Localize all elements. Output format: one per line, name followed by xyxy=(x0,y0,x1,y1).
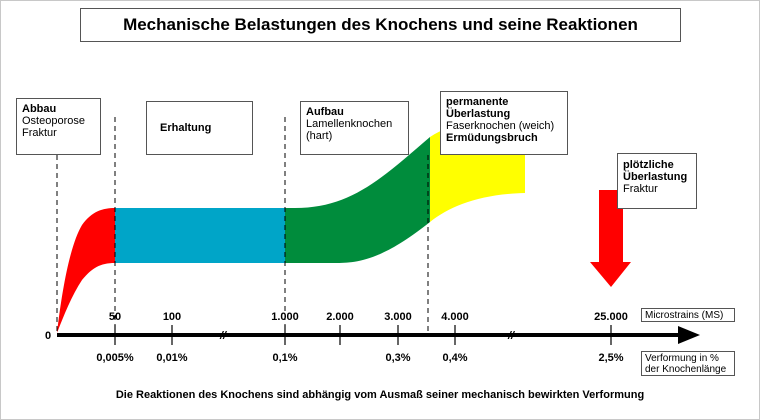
ploetzliche-ueberlastung-heading: plötzliche Überlastung xyxy=(623,159,688,183)
abbau-heading: Abbau xyxy=(22,103,57,115)
aufbau-band xyxy=(285,137,430,263)
diagram-title: Mechanische Belastungen des Knochens und… xyxy=(80,8,681,42)
axis-ticks xyxy=(114,325,612,345)
bottom-tick-03: 0,3% xyxy=(385,352,410,364)
top-tick-50: 50 xyxy=(109,311,121,323)
aufbau-heading: Aufbau xyxy=(306,106,344,118)
top-tick-1000: 1.000 xyxy=(271,311,299,323)
erhaltung-heading: Erhaltung xyxy=(160,122,212,134)
top-tick-25000: 25.000 xyxy=(594,311,628,323)
abbau-label-box: Abbau Osteoporose Fraktur xyxy=(16,98,101,155)
top-tick-2000: 2.000 xyxy=(326,311,354,323)
bottom-tick-25: 2,5% xyxy=(598,352,623,364)
bottom-unit-label: Verformung in % der Knochenlänge xyxy=(641,351,735,376)
aufbau-line-1: Lamellenknochen xyxy=(306,118,393,130)
abbau-line-1: Osteoporose xyxy=(22,115,85,127)
axis-break-left: // xyxy=(219,330,228,342)
abbau-line-2: Fraktur xyxy=(22,127,57,139)
top-tick-100: 100 xyxy=(163,311,181,323)
diagram-caption: Die Reaktionen des Knochens sind abhängi… xyxy=(115,389,645,401)
erhaltung-band xyxy=(115,208,285,263)
bottom-tick-0005: 0,005% xyxy=(96,352,134,364)
erhaltung-label-box: Erhaltung xyxy=(146,101,253,155)
abbau-band xyxy=(57,208,115,333)
aufbau-line-2: (hart) xyxy=(306,130,333,142)
permanente-ueberlastung-label-box: permanente Überlastung Faserknochen (wei… xyxy=(440,91,568,155)
axis-origin-label: 0 xyxy=(45,330,51,342)
top-unit-label: Microstrains (MS) xyxy=(641,308,735,322)
bottom-tick-01: 0,1% xyxy=(272,352,297,364)
permanente-ueberlastung-heading: permanente Überlastung xyxy=(446,96,511,120)
permanente-ueberlastung-footer: Ermüdungsbruch xyxy=(446,132,538,144)
permanente-ueberlastung-line-1: Faserknochen (weich) xyxy=(446,120,555,132)
x-axis-arrowhead xyxy=(678,326,700,344)
ploetzliche-ueberlastung-line-1: Fraktur xyxy=(623,183,658,195)
axis-break-right: // xyxy=(507,330,516,342)
ploetzliche-ueberlastung-arrow xyxy=(590,190,631,287)
aufbau-label-box: Aufbau Lamellenknochen (hart) xyxy=(300,101,409,155)
ploetzliche-ueberlastung-label-box: plötzliche Überlastung Fraktur xyxy=(617,153,697,209)
top-tick-4000: 4.000 xyxy=(441,311,469,323)
bottom-tick-001: 0,01% xyxy=(156,352,187,364)
bottom-tick-04: 0,4% xyxy=(442,352,467,364)
top-tick-3000: 3.000 xyxy=(384,311,412,323)
